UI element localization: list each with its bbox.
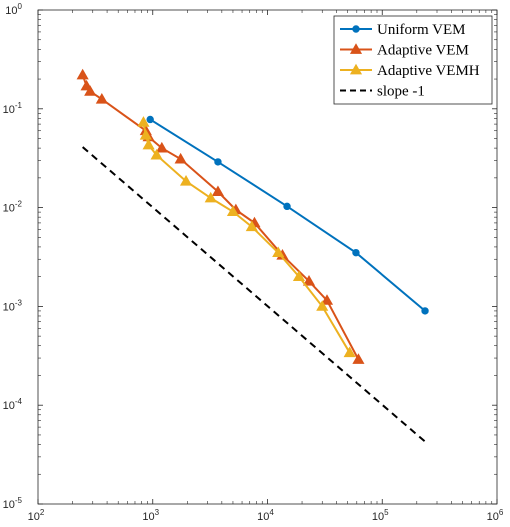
x-tick-label: 103 — [142, 508, 159, 523]
data-point — [272, 246, 285, 258]
data-point — [95, 93, 108, 104]
data-point — [179, 174, 193, 186]
data-point — [292, 270, 306, 282]
series-0 — [146, 115, 429, 315]
legend-marker — [349, 63, 363, 75]
data-point — [226, 205, 240, 217]
legend-label: slope -1 — [377, 84, 425, 100]
x-tick-label: 102 — [28, 508, 45, 523]
legend-label: Adaptive VEM — [377, 43, 469, 59]
legend-label: Uniform VEM — [377, 22, 465, 38]
data-point — [421, 307, 429, 315]
data-point — [352, 248, 360, 257]
data-point — [352, 353, 365, 364]
legend-box — [333, 15, 493, 105]
data-point — [174, 152, 187, 164]
series-line — [82, 146, 426, 443]
data-point — [142, 138, 155, 150]
x-tick-label: 104 — [257, 508, 274, 523]
data-point — [245, 220, 258, 232]
legend: Uniform VEM Adaptive VEM Adaptive VEMH slop… — [333, 15, 493, 105]
x-tick-label: 105 — [372, 508, 389, 523]
data-point — [155, 141, 168, 153]
series-2 — [137, 116, 356, 358]
data-point — [84, 85, 97, 96]
data-point — [214, 158, 222, 166]
y-tick-label: 10-5 — [3, 496, 23, 511]
data-point — [204, 191, 217, 203]
y-tick-label: 10-1 — [3, 101, 23, 116]
x-tick-label: 106 — [487, 508, 504, 523]
data-point — [146, 115, 154, 124]
data-point — [343, 346, 356, 358]
data-point — [283, 202, 291, 211]
series-3 — [82, 146, 426, 443]
legend-marker — [352, 25, 360, 33]
data-point — [139, 129, 152, 140]
data-point — [76, 68, 89, 80]
y-tick-label: 10-4 — [3, 397, 23, 412]
data-point — [150, 148, 163, 160]
data-point — [320, 294, 334, 305]
data-point — [302, 274, 316, 286]
y-tick-label: 100 — [5, 2, 22, 17]
y-tick-label: 10-2 — [3, 200, 23, 215]
data-point — [316, 300, 329, 311]
data-point — [211, 185, 225, 197]
legend-label: Adaptive VEMH — [377, 63, 480, 79]
legend-marker — [349, 43, 363, 54]
y-tick-label: 10-3 — [3, 298, 23, 313]
data-point — [137, 116, 150, 127]
